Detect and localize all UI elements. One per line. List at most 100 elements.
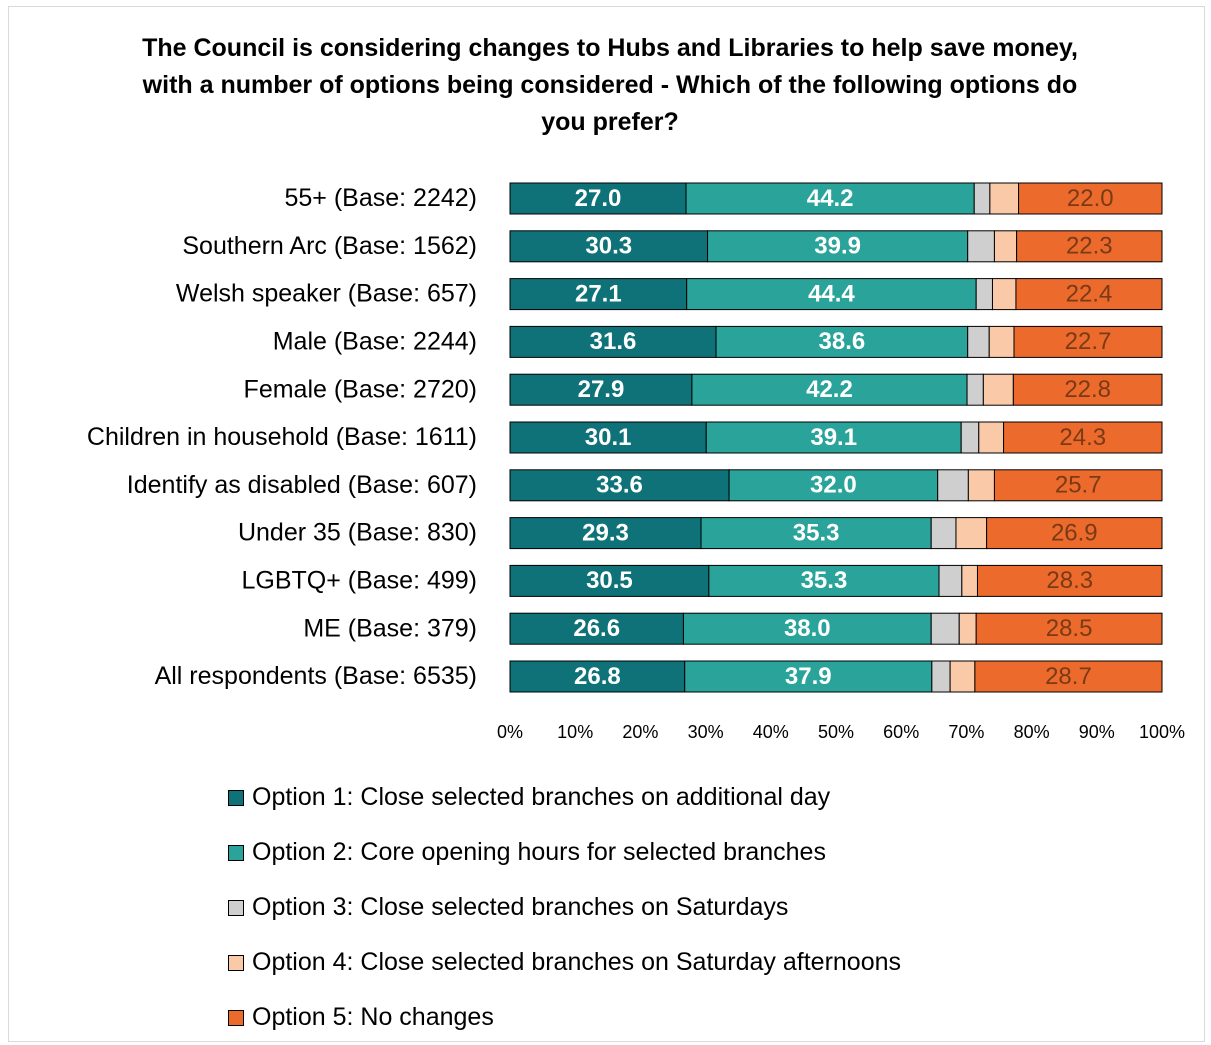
data-label: 22.0 xyxy=(1067,185,1114,212)
data-label: 28.7 xyxy=(1045,663,1092,690)
data-label: 30.3 xyxy=(585,233,632,260)
bar-segment xyxy=(960,421,980,454)
data-label: 29.3 xyxy=(582,519,629,546)
bar-segment xyxy=(966,373,984,406)
chart-legend: Option 1: Close selected branches on add… xyxy=(228,770,901,1045)
category-label: 55+ (Base: 2242) xyxy=(285,184,478,212)
bar-segment xyxy=(993,469,1163,502)
bar-segment xyxy=(707,230,969,263)
x-tick-label: 80% xyxy=(1014,722,1050,742)
bar-segment xyxy=(937,469,969,502)
category-label: Female (Base: 2720) xyxy=(244,375,477,403)
bar-segment xyxy=(686,278,977,311)
bar-segment xyxy=(1012,373,1163,406)
x-tick-label: 100% xyxy=(1139,722,1185,742)
x-tick-label: 30% xyxy=(688,722,724,742)
legend-swatch xyxy=(228,954,244,971)
bar-segment xyxy=(967,469,995,502)
bar-segment xyxy=(973,182,991,215)
data-label: 32.0 xyxy=(810,472,857,499)
data-label: 30.1 xyxy=(585,424,632,451)
legend-item: Option 2: Core opening hours for selecte… xyxy=(228,825,901,880)
category-label: Identify as disabled (Base: 607) xyxy=(127,471,477,499)
data-label: 26.8 xyxy=(574,663,621,690)
bar-segment xyxy=(682,612,932,645)
bar-segment xyxy=(509,325,717,358)
bar-segment xyxy=(509,564,710,597)
legend-item: Option 3: Close selected branches on Sat… xyxy=(228,880,901,935)
data-label: 27.9 xyxy=(578,376,625,403)
bar-segment xyxy=(955,517,988,550)
bar-segment xyxy=(509,660,686,693)
data-label: 44.4 xyxy=(808,280,855,307)
bar-segment xyxy=(931,660,951,693)
data-label: 28.5 xyxy=(1046,615,1093,642)
bar-segment xyxy=(930,517,957,550)
data-label: 31.6 xyxy=(590,328,637,355)
category-label: Children in household (Base: 1611) xyxy=(87,423,477,451)
bar-segment xyxy=(982,373,1014,406)
bar-segment xyxy=(684,660,933,693)
legend-label: Option 3: Close selected branches on Sat… xyxy=(252,893,789,921)
bar-segment xyxy=(728,469,939,502)
x-tick-label: 0% xyxy=(497,722,523,742)
legend-label: Option 2: Core opening hours for selecte… xyxy=(252,838,826,866)
bar-segment xyxy=(974,660,1163,693)
bar-segment xyxy=(715,325,969,358)
bar-segment xyxy=(975,278,993,311)
data-label: 22.3 xyxy=(1066,233,1113,260)
legend-item: Option 4: Close selected branches on Sat… xyxy=(228,935,901,990)
bar-segment xyxy=(1003,421,1163,454)
bar-segment xyxy=(949,660,976,693)
data-label: 30.5 xyxy=(586,567,633,594)
data-label: 35.3 xyxy=(801,567,848,594)
bar-segment xyxy=(1015,278,1163,311)
bar-segment xyxy=(509,278,688,311)
category-label: Southern Arc (Base: 1562) xyxy=(182,232,477,260)
bar-segment xyxy=(986,517,1163,550)
x-tick-label: 40% xyxy=(753,722,789,742)
bar-segment xyxy=(967,325,990,358)
data-label: 26.9 xyxy=(1051,519,1098,546)
bar-segment xyxy=(509,612,684,645)
bar-segment xyxy=(509,230,709,263)
data-label: 22.7 xyxy=(1065,328,1112,355)
data-label: 25.7 xyxy=(1055,472,1102,499)
legend-swatch xyxy=(228,844,244,861)
legend-swatch xyxy=(228,1009,244,1026)
data-label: 24.3 xyxy=(1059,424,1106,451)
bar-segment xyxy=(1013,325,1163,358)
x-tick-label: 60% xyxy=(883,722,919,742)
bar-segment xyxy=(509,517,702,550)
bar-segment xyxy=(708,564,940,597)
legend-swatch xyxy=(228,789,244,806)
data-label: 39.1 xyxy=(810,424,857,451)
category-label: Male (Base: 2244) xyxy=(273,328,477,356)
chart-title: The Council is considering changes to Hu… xyxy=(142,34,1078,136)
bar-segment xyxy=(1018,182,1163,215)
bar-segment xyxy=(958,612,977,645)
category-label: LGBTQ+ (Base: 499) xyxy=(241,567,477,595)
stacked-bar-chart: 55+ (Base: 2242) 27.0 44.2 22.0 Southern Arc… xyxy=(87,182,1185,742)
x-tick-label: 10% xyxy=(557,722,593,742)
bar-segment xyxy=(978,421,1005,454)
data-label: 38.6 xyxy=(819,328,866,355)
bar-segment xyxy=(509,373,693,406)
category-label: ME (Base: 379) xyxy=(303,614,477,642)
bar-segment xyxy=(938,564,963,597)
data-label: 39.9 xyxy=(814,233,861,260)
bar-segment xyxy=(989,182,1020,215)
x-tick-label: 70% xyxy=(948,722,984,742)
bar-segment xyxy=(993,230,1018,263)
data-label: 27.0 xyxy=(575,185,622,212)
data-label: 44.2 xyxy=(807,185,854,212)
legend-label: Option 5: No changes xyxy=(252,1003,494,1031)
data-label: 37.9 xyxy=(785,663,832,690)
bar-segment xyxy=(705,421,962,454)
bar-segment xyxy=(930,612,960,645)
data-label: 28.3 xyxy=(1046,567,1093,594)
legend-swatch xyxy=(228,899,244,916)
x-tick-label: 20% xyxy=(622,722,658,742)
legend-label: Option 4: Close selected branches on Sat… xyxy=(252,948,902,976)
data-label: 42.2 xyxy=(806,376,853,403)
